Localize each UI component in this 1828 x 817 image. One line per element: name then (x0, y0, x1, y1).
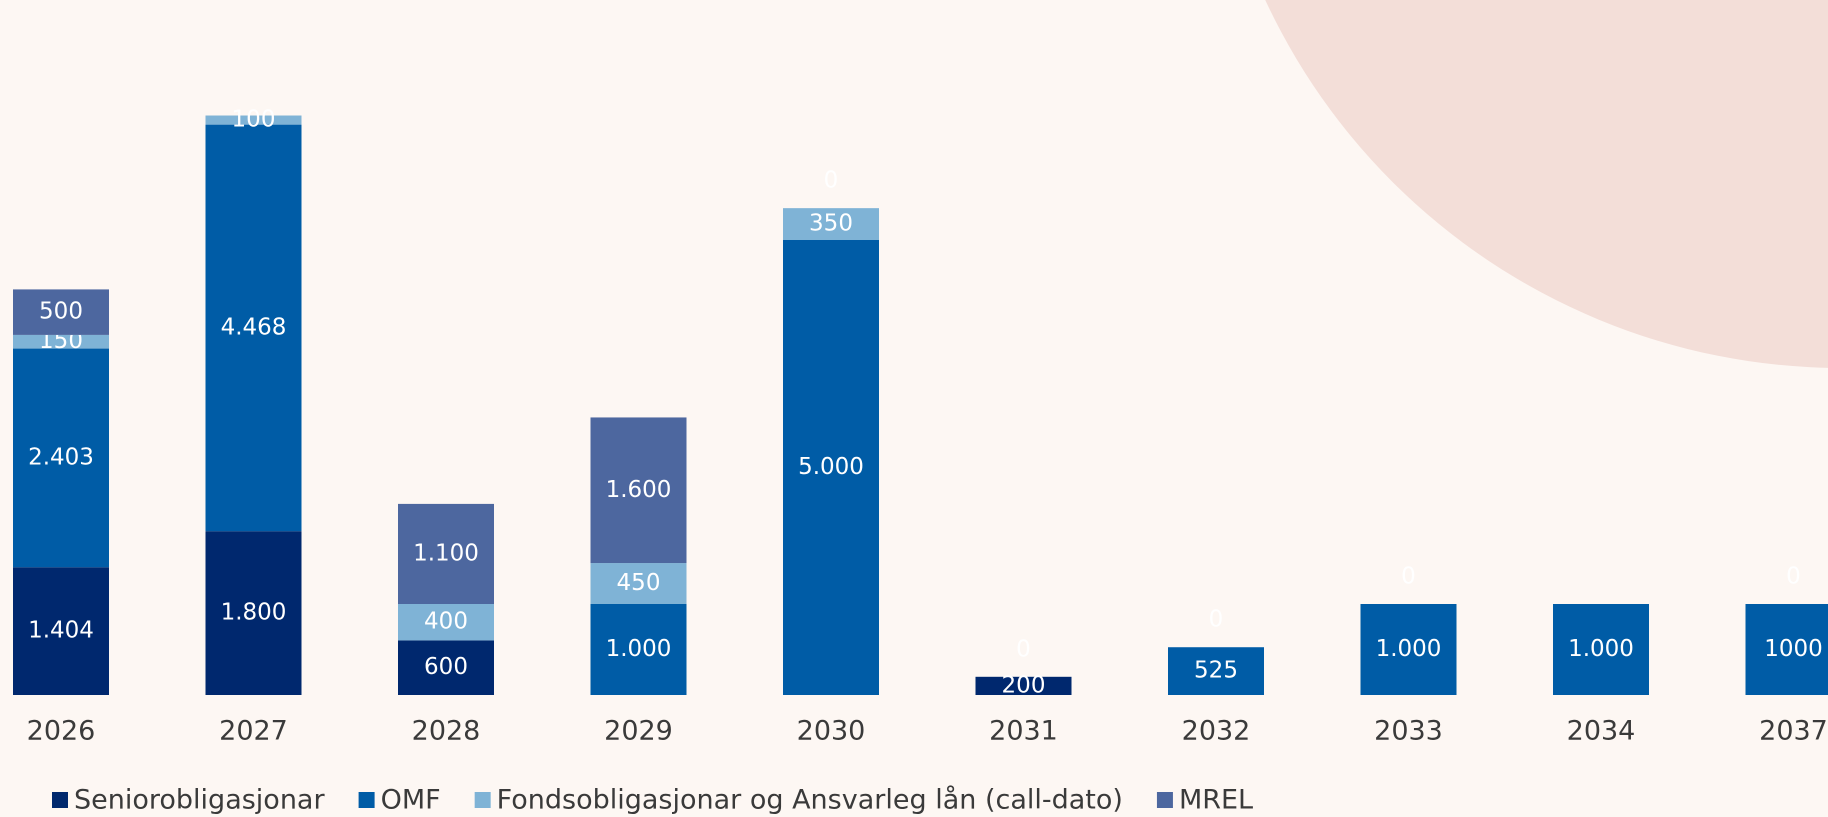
bar-segment (398, 640, 494, 695)
x-tick-label: 2029 (604, 716, 673, 747)
data-label: 0 (824, 168, 839, 194)
legend-swatch (1156, 792, 1173, 808)
x-tick-label: 2032 (1182, 716, 1251, 747)
bar-segment (1553, 604, 1649, 695)
legend-label: Seniorobligasjonar (74, 785, 325, 816)
bar-segment (205, 531, 302, 695)
legend-swatch (358, 792, 375, 808)
bar-segment (13, 334, 109, 349)
x-tick-label: 2028 (412, 716, 481, 747)
data-label: 400 (424, 609, 468, 635)
bar-segment (1745, 604, 1828, 695)
data-label: 450 (617, 570, 661, 596)
data-label: 600 (424, 654, 468, 680)
x-tick-label: 2031 (989, 716, 1058, 747)
data-label: 0 (1786, 564, 1801, 590)
bar-segment (590, 417, 687, 564)
data-label: 1.404 (28, 618, 94, 644)
data-label: 2.403 (28, 444, 94, 470)
data-label: 1.000 (606, 636, 672, 662)
bar-segment (398, 604, 494, 641)
x-tick-label: 2037 (1759, 716, 1828, 747)
data-label: 1.100 (413, 540, 479, 566)
data-label: 5.000 (798, 454, 864, 480)
bar-segment (590, 563, 687, 604)
data-label: 100 (232, 107, 276, 133)
x-tick-label: 2027 (219, 716, 288, 747)
bar-segment (1168, 647, 1264, 695)
bar-segment (205, 124, 302, 532)
data-label: 0 (1401, 564, 1416, 590)
data-label: 0 (1209, 607, 1224, 633)
x-tick-label: 2034 (1567, 716, 1636, 747)
data-label: 1.000 (1568, 636, 1634, 662)
bar-segment (590, 604, 687, 695)
data-label: 350 (809, 211, 853, 237)
x-tick-label: 2030 (797, 716, 866, 747)
data-label: 1.800 (221, 600, 287, 626)
data-label: 525 (1194, 658, 1238, 684)
data-label: 1000 (1764, 636, 1823, 662)
data-label: 0 (1016, 636, 1031, 662)
bar-segment (398, 503, 494, 604)
legend-label: OMF (381, 785, 441, 816)
data-label: 500 (39, 299, 83, 325)
legend-label: MREL (1179, 785, 1253, 816)
legend: Seniorobligasjonar OMF Fondsobligasjonar o… (52, 785, 1253, 816)
data-label: 200 (1002, 672, 1046, 698)
bar-segment (783, 208, 879, 240)
x-tick-label: 2033 (1374, 716, 1443, 747)
legend-swatch (474, 792, 491, 808)
bar-segment (1360, 604, 1457, 695)
bars: 20261.4042.40315050020271.8004.468100202… (13, 107, 1828, 747)
decor-circle (1265, 0, 1828, 368)
legend-label: Fondsobligasjonar og Ansvarleg lån (call… (497, 785, 1123, 816)
bar-segment (13, 348, 109, 568)
data-label: 1.600 (606, 477, 672, 503)
data-label: 1.000 (1376, 636, 1442, 662)
bar-segment (975, 676, 1072, 695)
bar-segment (783, 240, 879, 695)
x-tick-label: 2026 (27, 716, 96, 747)
bar-segment (205, 115, 302, 125)
bar-segment (13, 567, 109, 695)
data-label: 4.468 (221, 314, 287, 340)
bar-segment (13, 289, 109, 335)
legend-swatch (52, 792, 68, 808)
